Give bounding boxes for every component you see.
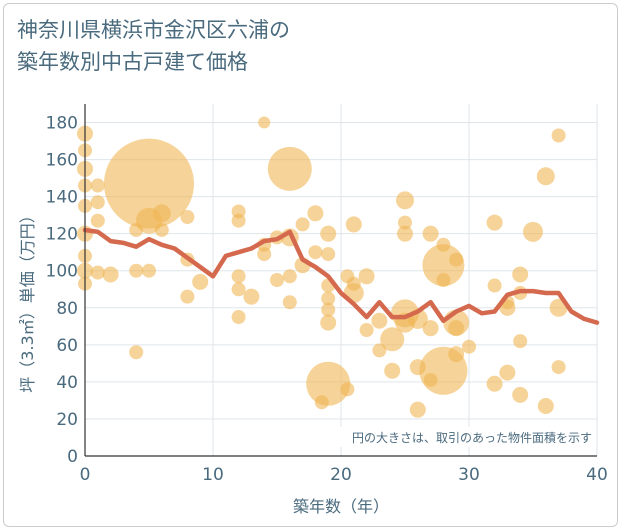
x-tick-label: 0: [80, 465, 91, 485]
data-bubble: [90, 265, 105, 280]
data-bubble: [448, 346, 465, 363]
data-bubble: [180, 210, 195, 225]
data-bubble: [487, 278, 502, 293]
y-axis-label: 坪（3.3㎡）単価（万円）: [18, 207, 37, 392]
data-bubble: [320, 225, 337, 242]
data-bubble: [267, 146, 312, 191]
data-bubble: [486, 214, 503, 231]
data-bubble: [129, 263, 144, 278]
data-bubble: [90, 195, 105, 210]
data-bubble: [321, 247, 336, 262]
data-bubble: [398, 215, 412, 230]
average-line-series: [82, 227, 600, 325]
data-bubble: [102, 266, 119, 283]
bubble-size-note: 円の大きさは、取引のあった物件面積を示す: [352, 430, 592, 445]
data-bubble: [512, 266, 529, 283]
y-tick-label: 0: [67, 447, 78, 467]
data-bubble: [409, 359, 426, 376]
data-bubble: [320, 314, 337, 331]
data-bubble: [231, 310, 246, 325]
data-bubble: [104, 138, 194, 229]
y-tick-label: 100: [46, 262, 78, 282]
x-tick-label: 10: [202, 465, 224, 485]
data-bubble: [523, 221, 543, 242]
data-bubble: [295, 217, 310, 232]
data-bubble: [551, 128, 566, 143]
y-tick-label: 20: [56, 410, 78, 430]
data-bubble: [359, 323, 374, 338]
data-bubble: [436, 237, 451, 252]
data-bubble: [449, 252, 464, 267]
bubble-series: [77, 116, 568, 418]
data-bubble: [499, 364, 516, 381]
data-bubble: [180, 289, 195, 304]
data-bubble: [154, 222, 169, 237]
data-bubble: [129, 222, 144, 237]
data-bubble: [448, 320, 465, 337]
data-bubble: [422, 320, 439, 337]
data-bubble: [436, 273, 451, 287]
data-bubble: [231, 282, 246, 297]
data-bubble: [270, 273, 284, 287]
chart-title: 神奈川県横浜市金沢区六浦の 築年数別中古戸建て価格: [17, 14, 290, 78]
average-price-line: [82, 227, 600, 325]
data-bubble: [340, 382, 355, 397]
y-tick-label: 120: [46, 225, 78, 245]
data-bubble: [371, 312, 388, 329]
data-bubble: [512, 386, 529, 403]
data-bubble: [258, 116, 271, 129]
data-bubble: [192, 273, 209, 290]
data-bubble: [307, 205, 324, 222]
data-bubble: [257, 247, 272, 262]
data-bubble: [384, 362, 401, 379]
chart-title-line-2: 築年数別中古戸建て価格: [17, 50, 248, 74]
data-bubble: [462, 339, 476, 354]
x-tick-label: 30: [458, 465, 480, 485]
data-bubble: [551, 360, 566, 375]
data-bubble: [537, 397, 554, 414]
data-bubble: [422, 225, 439, 242]
chart-title-line-1: 神奈川県横浜市金沢区六浦の: [17, 18, 290, 42]
y-tick-label: 40: [56, 373, 78, 393]
data-bubble: [90, 213, 105, 228]
axes: 0 20 40 60 80 100 120 140 160 180 0 10 20 30 40: [46, 104, 608, 485]
data-bubble: [321, 291, 336, 306]
data-bubble: [423, 373, 438, 388]
data-bubble: [282, 269, 297, 284]
x-tick-label: 40: [586, 465, 608, 485]
y-tick-label: 180: [46, 114, 78, 134]
data-bubble: [152, 204, 171, 223]
data-bubble: [321, 302, 336, 317]
data-bubble: [536, 167, 555, 186]
data-bubble: [346, 276, 361, 291]
data-bubble: [282, 295, 297, 310]
data-bubble: [142, 263, 156, 278]
data-bubble: [396, 191, 414, 210]
data-bubble: [372, 343, 387, 358]
x-axis-label: 築年数（年）: [293, 497, 389, 516]
data-bubble: [231, 213, 246, 228]
data-bubble: [513, 334, 528, 349]
data-bubble: [409, 401, 426, 418]
data-bubble: [90, 178, 105, 193]
y-tick-label: 140: [46, 188, 78, 208]
data-bubble: [308, 245, 323, 260]
data-bubble: [397, 225, 413, 242]
y-tick-label: 80: [56, 299, 78, 319]
data-bubble: [306, 361, 351, 406]
data-bubble: [243, 288, 260, 305]
x-tick-label: 20: [330, 465, 352, 485]
data-bubble: [231, 269, 246, 284]
data-bubble: [358, 268, 375, 285]
annotation-background: [310, 427, 592, 447]
data-bubble: [380, 327, 405, 352]
data-bubble: [345, 216, 362, 233]
y-tick-label: 60: [56, 336, 78, 356]
data-bubble: [314, 395, 329, 410]
data-bubble: [486, 375, 503, 392]
y-tick-label: 160: [46, 151, 78, 171]
data-bubble: [129, 345, 144, 360]
